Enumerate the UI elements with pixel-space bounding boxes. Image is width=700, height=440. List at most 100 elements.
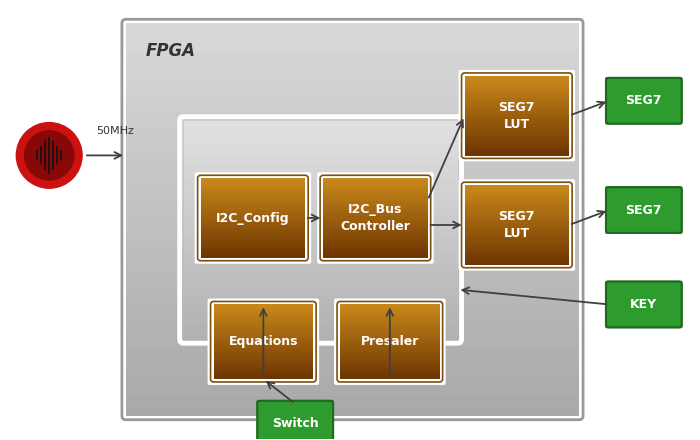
Bar [183,179,458,187]
Bar [126,327,579,338]
Bar [465,195,569,198]
Bar [183,281,458,289]
Bar [323,238,428,242]
Bar [340,313,440,317]
Bar [201,238,305,242]
Bar [214,316,313,320]
Bar [323,242,428,246]
Bar [465,208,569,211]
Bar [126,82,579,92]
Bar [340,376,440,379]
Bar [465,98,569,102]
Bar [214,319,313,323]
Bar [214,343,313,347]
Bar [465,143,569,147]
Bar [465,82,569,86]
Bar [201,194,305,198]
Bar [323,210,428,214]
Bar [340,316,440,320]
Bar [465,220,569,224]
Bar [340,340,440,344]
Bar [465,214,569,217]
Bar [214,370,313,374]
Bar [126,200,579,210]
Bar [340,370,440,374]
Bar [126,249,579,259]
Bar [340,308,440,311]
Bar [465,198,569,202]
Bar [323,255,428,258]
FancyBboxPatch shape [605,186,682,234]
Bar [201,188,305,191]
Bar [126,210,579,220]
Bar [323,216,428,220]
Bar [214,313,313,317]
Bar [323,251,428,255]
Bar [126,141,579,151]
Bar [183,186,458,194]
Bar [214,352,313,356]
Bar [126,23,579,33]
Bar [201,251,305,255]
Bar [323,201,428,204]
Bar [214,337,313,341]
Bar [126,268,579,279]
FancyBboxPatch shape [258,401,333,440]
Bar [126,72,579,83]
Bar [465,92,569,95]
Bar [323,245,428,249]
Text: I2C_Bus
Controller: I2C_Bus Controller [340,203,410,233]
Bar [201,178,305,182]
Bar [126,170,579,181]
Bar [201,223,305,227]
Bar [340,373,440,377]
Bar [214,376,313,379]
Bar [183,157,458,165]
FancyBboxPatch shape [605,77,682,125]
Bar [126,131,579,142]
Bar [465,242,569,246]
FancyBboxPatch shape [458,70,575,161]
Text: SEG7
LUT: SEG7 LUT [498,101,535,131]
Bar [323,191,428,194]
Bar [126,102,579,112]
Bar [214,340,313,344]
Bar [340,367,440,370]
Bar [183,252,458,260]
Bar [323,248,428,252]
Bar [183,135,458,143]
Bar [214,346,313,350]
Bar [183,143,458,150]
Bar [340,364,440,367]
Bar [183,296,458,303]
Bar [126,288,579,298]
Bar [323,198,428,201]
Bar [201,245,305,249]
Bar [465,130,569,134]
Bar [465,227,569,230]
Bar [340,325,440,329]
FancyBboxPatch shape [605,281,682,328]
Bar [340,346,440,350]
Bar [465,224,569,227]
Bar [126,43,579,53]
Bar [465,185,569,189]
Bar [465,204,569,208]
Text: FPGA: FPGA [146,42,196,60]
Bar [465,88,569,92]
Bar [201,191,305,194]
Bar [323,213,428,217]
Bar [126,92,579,102]
Bar [465,236,569,240]
Text: SEG7: SEG7 [626,204,662,216]
Bar [465,255,569,259]
Bar [214,311,313,314]
Bar [126,406,579,416]
Bar [183,121,458,128]
Bar [126,112,579,122]
Bar [126,308,579,318]
Bar [201,181,305,185]
Bar [183,201,458,209]
Bar [323,204,428,207]
Bar [126,151,579,161]
